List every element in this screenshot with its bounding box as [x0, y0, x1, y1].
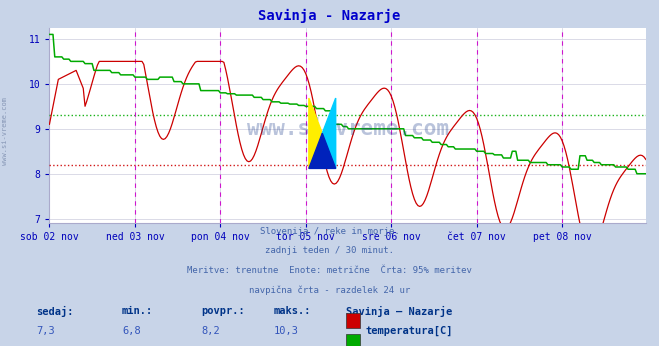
Text: Slovenija / reke in morje.: Slovenija / reke in morje.: [260, 227, 399, 236]
Text: maks.:: maks.:: [273, 306, 311, 316]
Polygon shape: [309, 98, 322, 169]
Text: navpična črta - razdelek 24 ur: navpična črta - razdelek 24 ur: [249, 286, 410, 295]
Text: sedaj:: sedaj:: [36, 306, 74, 317]
Text: Savinja - Nazarje: Savinja - Nazarje: [258, 9, 401, 23]
Polygon shape: [322, 98, 335, 169]
Text: Savinja – Nazarje: Savinja – Nazarje: [346, 306, 452, 317]
Polygon shape: [309, 133, 335, 169]
Text: povpr.:: povpr.:: [201, 306, 244, 316]
Text: Meritve: trenutne  Enote: metrične  Črta: 95% meritev: Meritve: trenutne Enote: metrične Črta: …: [187, 266, 472, 275]
Text: 6,8: 6,8: [122, 326, 140, 336]
Text: min.:: min.:: [122, 306, 153, 316]
Text: 7,3: 7,3: [36, 326, 55, 336]
Text: 10,3: 10,3: [273, 326, 299, 336]
Text: zadnji teden / 30 minut.: zadnji teden / 30 minut.: [265, 246, 394, 255]
Text: www.si-vreme.com: www.si-vreme.com: [246, 119, 449, 139]
Text: www.si-vreme.com: www.si-vreme.com: [2, 98, 9, 165]
Text: temperatura[C]: temperatura[C]: [366, 326, 453, 337]
Text: 8,2: 8,2: [201, 326, 219, 336]
